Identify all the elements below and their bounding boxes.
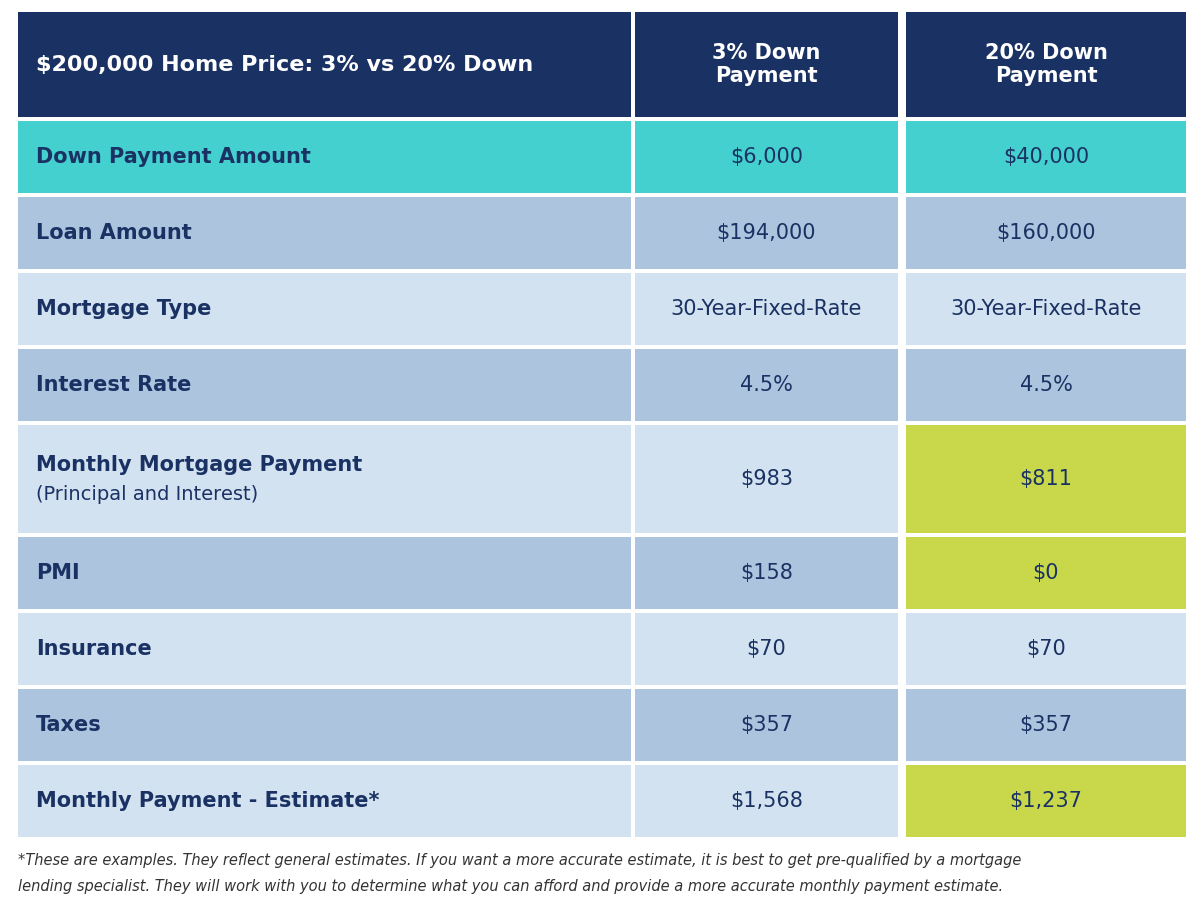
Text: $40,000: $40,000: [1003, 147, 1090, 167]
Text: 30-Year-Fixed-Rate: 30-Year-Fixed-Rate: [950, 299, 1141, 319]
Bar: [635, 765, 898, 837]
Bar: [906, 537, 1186, 609]
Bar: [18, 12, 631, 117]
Text: Taxes: Taxes: [36, 715, 102, 735]
Bar: [18, 537, 631, 609]
Bar: [906, 121, 1186, 193]
Bar: [635, 12, 898, 117]
Bar: [906, 349, 1186, 421]
Text: $200,000 Home Price: 3% vs 20% Down: $200,000 Home Price: 3% vs 20% Down: [36, 55, 533, 75]
Bar: [635, 537, 898, 609]
Text: 30-Year-Fixed-Rate: 30-Year-Fixed-Rate: [671, 299, 862, 319]
Text: $158: $158: [740, 563, 793, 583]
Bar: [18, 613, 631, 685]
Text: Insurance: Insurance: [36, 639, 151, 659]
Bar: [635, 121, 898, 193]
Text: 4.5%: 4.5%: [740, 375, 793, 395]
Bar: [635, 425, 898, 533]
Text: 4.5%: 4.5%: [1020, 375, 1073, 395]
Text: (Principal and Interest): (Principal and Interest): [36, 485, 258, 505]
Bar: [906, 765, 1186, 837]
Text: Down Payment Amount: Down Payment Amount: [36, 147, 311, 167]
Bar: [18, 765, 631, 837]
Bar: [18, 121, 631, 193]
Text: $357: $357: [1020, 715, 1073, 735]
Bar: [635, 273, 898, 345]
Bar: [906, 12, 1186, 117]
Text: *These are examples. They reflect general estimates. If you want a more accurate: *These are examples. They reflect genera…: [18, 853, 1021, 868]
Text: $6,000: $6,000: [730, 147, 803, 167]
Text: 3% Down
Payment: 3% Down Payment: [713, 43, 821, 86]
Text: PMI: PMI: [36, 563, 79, 583]
Bar: [18, 197, 631, 269]
Bar: [906, 197, 1186, 269]
Bar: [906, 689, 1186, 761]
Bar: [635, 613, 898, 685]
Bar: [906, 425, 1186, 533]
Text: $0: $0: [1033, 563, 1060, 583]
Bar: [906, 273, 1186, 345]
Bar: [635, 349, 898, 421]
Text: Monthly Mortgage Payment: Monthly Mortgage Payment: [36, 455, 362, 475]
Text: $70: $70: [1026, 639, 1066, 659]
Text: Interest Rate: Interest Rate: [36, 375, 191, 395]
Text: $160,000: $160,000: [996, 223, 1096, 243]
Bar: [18, 349, 631, 421]
Bar: [635, 197, 898, 269]
Text: $1,237: $1,237: [1009, 791, 1082, 811]
Text: lending specialist. They will work with you to determine what you can afford and: lending specialist. They will work with …: [18, 879, 1003, 894]
Text: 20% Down
Payment: 20% Down Payment: [984, 43, 1108, 86]
Bar: [906, 613, 1186, 685]
Text: $70: $70: [746, 639, 786, 659]
Text: Monthly Payment - Estimate*: Monthly Payment - Estimate*: [36, 791, 379, 811]
Bar: [18, 689, 631, 761]
Text: Loan Amount: Loan Amount: [36, 223, 192, 243]
Text: $983: $983: [740, 469, 793, 489]
Text: $357: $357: [740, 715, 793, 735]
Bar: [18, 273, 631, 345]
Text: $194,000: $194,000: [716, 223, 816, 243]
Text: $811: $811: [1020, 469, 1073, 489]
Bar: [18, 425, 631, 533]
Text: $1,568: $1,568: [730, 791, 803, 811]
Text: Mortgage Type: Mortgage Type: [36, 299, 211, 319]
Bar: [635, 689, 898, 761]
